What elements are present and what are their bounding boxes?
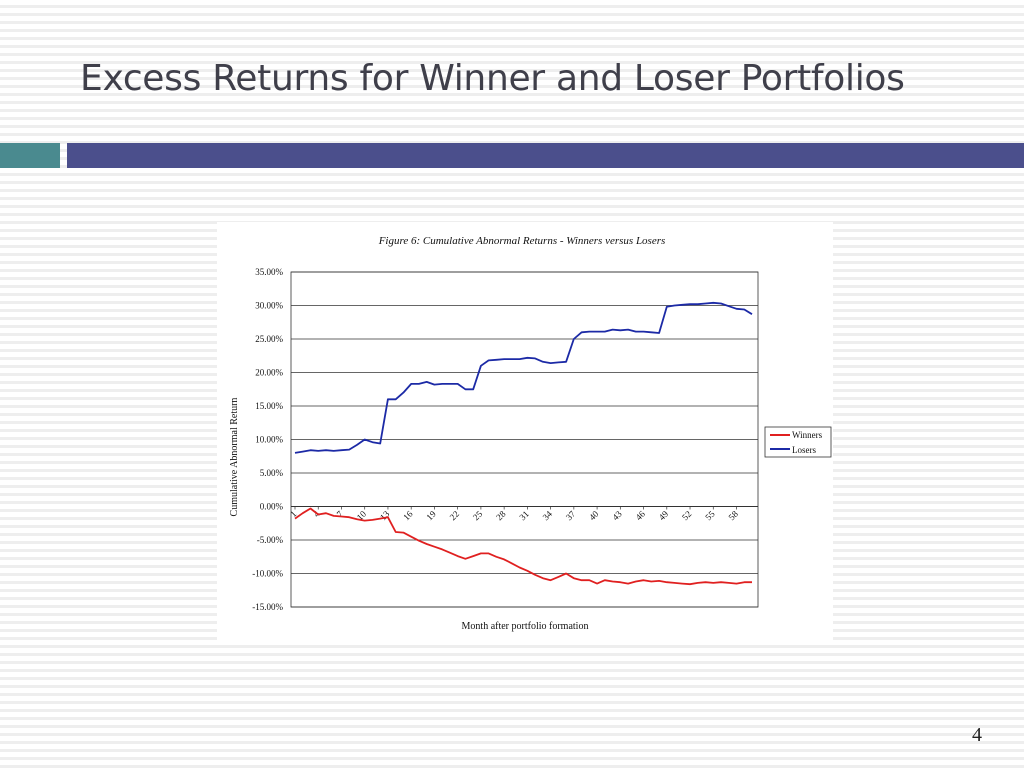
x-tick-label: 52 (680, 509, 693, 522)
y-tick-label: -15.00% (252, 602, 283, 612)
x-tick-label: 46 (634, 508, 648, 522)
x-tick-label: 55 (703, 508, 717, 522)
y-tick-label: 0.00% (260, 502, 284, 512)
y-tick-label: 15.00% (255, 401, 283, 411)
x-tick-label: 19 (424, 508, 438, 522)
y-tick-label: 30.00% (255, 301, 283, 311)
line-chart: Figure 6: Cumulative Abnormal Returns - … (229, 235, 832, 632)
legend-box (764, 426, 832, 458)
x-tick-label: 16 (401, 508, 415, 522)
slide-number: 4 (972, 724, 982, 746)
y-tick-label: 20.00% (255, 368, 283, 378)
y-tick-label: -5.00% (257, 535, 284, 545)
x-tick-label: 43 (610, 508, 624, 522)
chart-legend: Winners Losers (764, 426, 832, 458)
legend-label-winners: Winners (792, 430, 823, 440)
x-tick-label: 22 (448, 509, 461, 522)
y-tick-label: 25.00% (255, 334, 283, 344)
x-tick-label: 25 (471, 508, 485, 522)
x-tick-label: 7 (335, 508, 346, 519)
x-tick-label: 1 (288, 509, 298, 519)
series-line-losers (294, 301, 753, 454)
x-tick-label: 40 (587, 508, 601, 522)
x-tick-label: 31 (517, 509, 530, 522)
slide-title: Excess Returns for Winner and Loser Port… (80, 58, 905, 99)
y-tick-label: 5.00% (260, 468, 284, 478)
y-axis-label: Cumulative Abnormal Return (229, 398, 240, 517)
chart-title: Figure 6: Cumulative Abnormal Returns - … (378, 235, 666, 247)
legend-label-losers: Losers (792, 445, 816, 455)
series-line-winners (294, 507, 752, 586)
y-tick-label: -10.00% (252, 569, 283, 579)
x-tick-label: 49 (657, 508, 671, 522)
x-tick-label: 34 (541, 508, 555, 522)
y-tick-label: 35.00% (255, 267, 283, 277)
accent-bar-teal (0, 143, 60, 168)
x-tick-label: 58 (726, 508, 740, 522)
accent-bar-navy (67, 143, 1024, 168)
chart-panel: Figure 6: Cumulative Abnormal Returns - … (217, 222, 833, 640)
y-tick-label: 10.00% (255, 435, 283, 445)
x-axis-label: Month after portfolio formation (462, 621, 589, 632)
x-tick-label: 28 (494, 508, 508, 522)
x-tick-label: 37 (564, 508, 578, 522)
